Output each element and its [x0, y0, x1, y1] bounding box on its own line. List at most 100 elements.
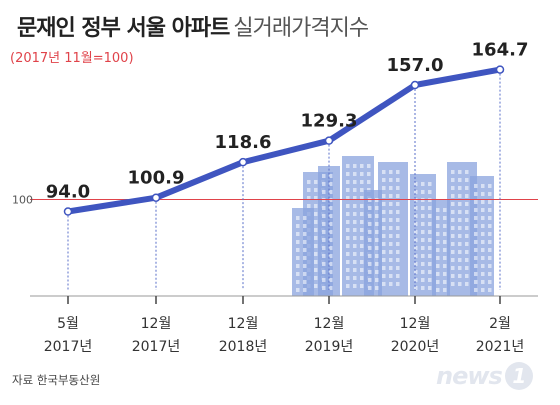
building-window: [481, 232, 485, 236]
apartment-buildings-illustration: [292, 156, 494, 296]
building-window: [353, 188, 357, 192]
building-window: [488, 264, 492, 268]
building-window: [329, 214, 333, 218]
chart-title-sub: 실거래가격지수: [233, 16, 369, 41]
building-window: [329, 278, 333, 282]
building-window: [303, 248, 307, 252]
building-window: [382, 218, 386, 222]
building-window: [421, 254, 425, 258]
building-window: [360, 212, 364, 216]
building-window: [360, 188, 364, 192]
building-window: [414, 254, 418, 258]
building-window: [443, 288, 447, 292]
building-window: [414, 270, 418, 274]
building-window: [382, 258, 386, 262]
building-window: [488, 272, 492, 276]
building-window: [421, 270, 425, 274]
building-window: [465, 226, 469, 230]
building-window: [307, 188, 311, 192]
building-window: [488, 232, 492, 236]
building-window: [421, 206, 425, 210]
building-window: [428, 270, 432, 274]
building-window: [329, 230, 333, 234]
building-window: [360, 228, 364, 232]
building-window: [382, 242, 386, 246]
building-window: [382, 274, 386, 278]
building-window: [465, 274, 469, 278]
building-window: [346, 260, 350, 264]
x-tick-label-year: 2017년: [132, 339, 181, 355]
building-window: [346, 284, 350, 288]
building-window: [458, 282, 462, 286]
building-window: [396, 234, 400, 238]
building-window: [458, 186, 462, 190]
building-window: [329, 174, 333, 178]
building-window: [382, 234, 386, 238]
building-window: [451, 194, 455, 198]
building-window: [458, 178, 462, 182]
building-window: [488, 224, 492, 228]
building-window: [428, 190, 432, 194]
building-window: [443, 264, 447, 268]
building-window: [436, 224, 440, 228]
building-window: [481, 184, 485, 188]
building-window: [314, 284, 318, 288]
data-label: 157.0: [387, 55, 444, 76]
building-window: [421, 286, 425, 290]
x-tick-label-year: 2017년: [44, 339, 93, 355]
building-window: [329, 206, 333, 210]
building-window: [488, 192, 492, 196]
building-window: [322, 286, 326, 290]
building-window: [436, 264, 440, 268]
building-window: [414, 222, 418, 226]
building-window: [389, 178, 393, 182]
building-window: [296, 288, 300, 292]
building-window: [329, 182, 333, 186]
building-window: [346, 268, 350, 272]
building-window: [360, 260, 364, 264]
building-window: [353, 252, 357, 256]
building-window: [414, 246, 418, 250]
building-window: [488, 248, 492, 252]
building-window: [451, 282, 455, 286]
building-window: [296, 256, 300, 260]
building-window: [296, 280, 300, 284]
building-window: [428, 238, 432, 242]
building-window: [488, 208, 492, 212]
building-window: [488, 216, 492, 220]
building-window: [382, 202, 386, 206]
logo-text: news: [436, 362, 503, 390]
building-window: [353, 284, 357, 288]
building-window: [481, 264, 485, 268]
building-window: [322, 206, 326, 210]
building-window: [382, 178, 386, 182]
building-window: [329, 254, 333, 258]
building-window: [481, 280, 485, 284]
building-window: [322, 222, 326, 226]
building-window: [458, 170, 462, 174]
x-tick-label-month: 12월: [141, 316, 172, 332]
building-window: [428, 262, 432, 266]
building-window: [389, 242, 393, 246]
building-window: [329, 238, 333, 242]
building-window: [382, 170, 386, 174]
building-window: [303, 272, 307, 276]
building-window: [428, 278, 432, 282]
building-window: [382, 266, 386, 270]
building-window: [353, 260, 357, 264]
building-window: [368, 262, 372, 266]
building-window: [481, 272, 485, 276]
building-window: [481, 192, 485, 196]
building-window: [322, 174, 326, 178]
building-window: [443, 240, 447, 244]
building-window: [428, 254, 432, 258]
building-window: [481, 248, 485, 252]
building-window: [451, 170, 455, 174]
building-window: [465, 202, 469, 206]
building-window: [481, 200, 485, 204]
building-window: [303, 280, 307, 284]
building-window: [307, 180, 311, 184]
building-window: [436, 256, 440, 260]
building-window: [389, 282, 393, 286]
